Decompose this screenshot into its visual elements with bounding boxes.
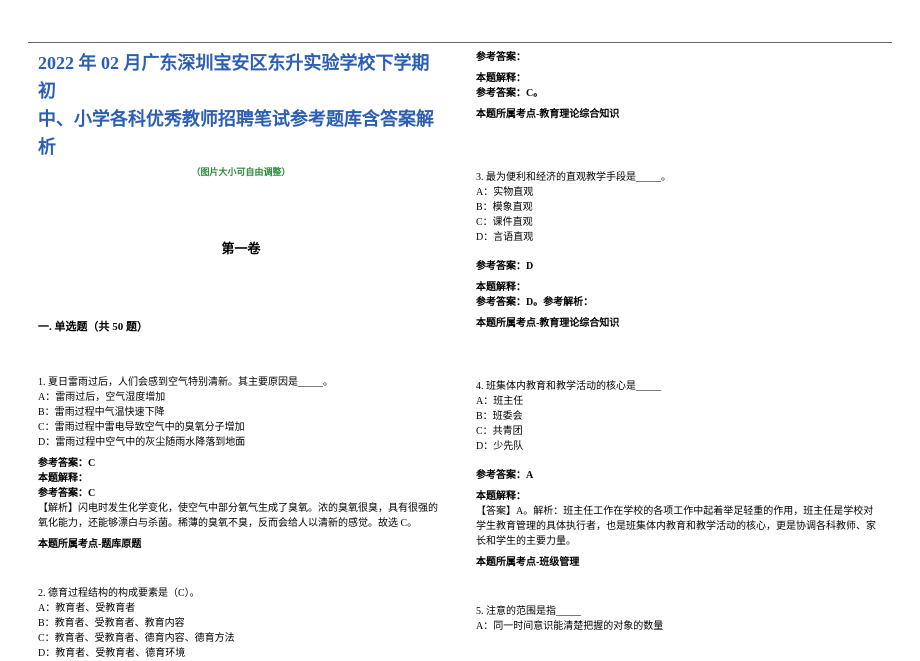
question-4: 4. 班集体内教育和教学活动的核心是_____ A：班主任 B：班委会 C：共青… — [476, 379, 882, 570]
question-option: A：教育者、受教育者 — [38, 601, 444, 616]
explain-header: 本题解释： — [38, 471, 444, 486]
explain-body: 【答案】A。解析：班主任工作在学校的各项工作中起着举足轻重的作用，班主任是学校对… — [476, 504, 882, 549]
question-option: D：少先队 — [476, 439, 882, 454]
question-1: 1. 夏日雷雨过后，人们会感到空气特别清新。其主要原因是_____。 A：雷雨过… — [38, 375, 444, 552]
question-option: B：模象直观 — [476, 200, 882, 215]
question-3: 3. 最为便利和经济的直观教学手段是_____。 A：实物直观 B：模象直观 C… — [476, 170, 882, 331]
question-option: A：雷雨过后，空气湿度增加 — [38, 390, 444, 405]
volume-heading: 第一卷 — [38, 239, 444, 259]
question-stem: 3. 最为便利和经济的直观教学手段是_____。 — [476, 170, 882, 185]
question-option: B：教育者、受教育者、教育内容 — [38, 616, 444, 631]
answer-label: 参考答案： — [476, 50, 882, 65]
question-option: C：教育者、受教育者、德育内容、德育方法 — [38, 631, 444, 646]
question-option: A：班主任 — [476, 394, 882, 409]
question-2-cont: 参考答案： 本题解释： 参考答案：C。 本题所属考点-教育理论综合知识 — [476, 50, 882, 122]
answer-label: 参考答案：C — [38, 456, 444, 471]
question-2: 2. 德育过程结构的构成要素是（C）。 A：教育者、受教育者 B：教育者、受教育… — [38, 586, 444, 661]
top-rule — [28, 42, 892, 43]
question-stem: 1. 夏日雷雨过后，人们会感到空气特别清新。其主要原因是_____。 — [38, 375, 444, 390]
explain-answer: 参考答案：C。 — [476, 86, 882, 101]
left-column: 2022 年 02 月广东深圳宝安区东升实验学校下学期初 中、小学各科优秀教师招… — [28, 50, 460, 641]
question-5: 5. 注意的范围是指_____ A：同一时间意识能清楚把握的对象的数量 — [476, 604, 882, 634]
explain-answer: 参考答案：C — [38, 486, 444, 501]
explain-header: 本题解释： — [476, 280, 882, 295]
explain-answer: 参考答案：D。参考解析： — [476, 295, 882, 310]
question-option: C：雷雨过程中雷电导致空气中的臭氧分子增加 — [38, 420, 444, 435]
question-topic: 本题所属考点-题库原题 — [38, 537, 444, 552]
question-option: B：雷雨过程中气温快速下降 — [38, 405, 444, 420]
question-option: D：雷雨过程中空气中的灰尘随雨水降落到地面 — [38, 435, 444, 450]
question-option: C：课件直观 — [476, 215, 882, 230]
question-stem: 5. 注意的范围是指_____ — [476, 604, 882, 619]
question-topic: 本题所属考点-教育理论综合知识 — [476, 316, 882, 331]
answer-label: 参考答案：A — [476, 468, 882, 483]
title-line-1: 2022 年 02 月广东深圳宝安区东升实验学校下学期初 — [38, 53, 430, 101]
question-option: A：同一时间意识能清楚把握的对象的数量 — [476, 619, 882, 634]
question-option: D：言语直观 — [476, 230, 882, 245]
question-option: A：实物直观 — [476, 185, 882, 200]
section-heading: 一. 单选题（共 50 题） — [38, 319, 444, 336]
right-column: 参考答案： 本题解释： 参考答案：C。 本题所属考点-教育理论综合知识 3. 最… — [460, 50, 892, 641]
answer-label: 参考答案：D — [476, 259, 882, 274]
question-stem: 2. 德育过程结构的构成要素是（C）。 — [38, 586, 444, 601]
question-option: B：班委会 — [476, 409, 882, 424]
question-option: C：共青团 — [476, 424, 882, 439]
explain-header: 本题解释： — [476, 71, 882, 86]
question-stem: 4. 班集体内教育和教学活动的核心是_____ — [476, 379, 882, 394]
explain-header: 本题解释： — [476, 489, 882, 504]
title-line-2: 中、小学各科优秀教师招聘笔试参考题库含答案解析 — [38, 109, 434, 157]
question-topic: 本题所属考点-教育理论综合知识 — [476, 107, 882, 122]
explain-body: 【解析】闪电时发生化学变化，使空气中部分氧气生成了臭氧。浓的臭氧很臭，具有很强的… — [38, 501, 444, 531]
document-title: 2022 年 02 月广东深圳宝安区东升实验学校下学期初 中、小学各科优秀教师招… — [38, 50, 444, 162]
question-option: D：教育者、受教育者、德育环境 — [38, 646, 444, 661]
subtitle-note: （图片大小可自由调整） — [38, 166, 444, 180]
question-topic: 本题所属考点-班级管理 — [476, 555, 882, 570]
page-container: 2022 年 02 月广东深圳宝安区东升实验学校下学期初 中、小学各科优秀教师招… — [0, 0, 920, 651]
